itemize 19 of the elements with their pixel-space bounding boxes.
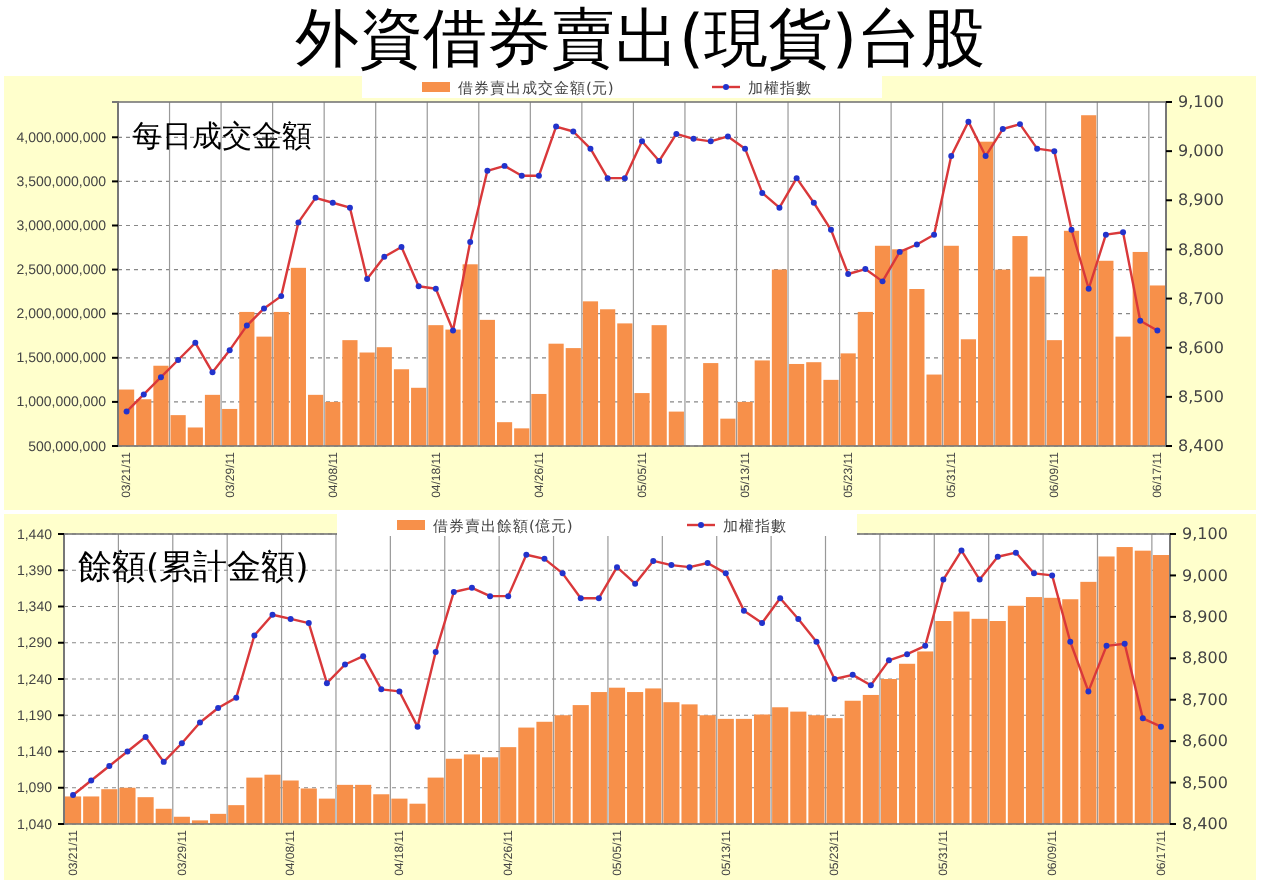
y2-tick-label: 9,100 bbox=[1182, 525, 1228, 544]
y2-tick-label: 8,500 bbox=[1182, 773, 1228, 792]
y2-tick-label: 8,400 bbox=[1178, 437, 1224, 456]
y2-tick-label: 9,000 bbox=[1182, 566, 1228, 585]
y2-tick-label: 8,500 bbox=[1178, 387, 1224, 406]
y2-tick-label: 8,600 bbox=[1182, 732, 1228, 751]
annotation: 每日成交金額 bbox=[132, 118, 312, 154]
y2-tick-label: 9,100 bbox=[1178, 93, 1224, 112]
y2-tick-label: 8,900 bbox=[1182, 607, 1228, 626]
y2-tick-label: 8,700 bbox=[1182, 690, 1228, 709]
y2-tick-label: 8,700 bbox=[1178, 289, 1224, 308]
y2-tick-label: 9,000 bbox=[1178, 142, 1224, 161]
y2-tick-label: 8,800 bbox=[1178, 240, 1224, 259]
y2-tick-label: 8,400 bbox=[1182, 815, 1228, 834]
annotation: 餘額(累計金額) bbox=[78, 548, 309, 588]
y2-tick-label: 8,600 bbox=[1178, 338, 1224, 357]
y2-tick-label: 8,900 bbox=[1178, 191, 1224, 210]
chart-title: 外資借券賣出(現貨)台股 bbox=[295, 0, 985, 76]
y2-tick-label: 8,800 bbox=[1182, 649, 1228, 668]
